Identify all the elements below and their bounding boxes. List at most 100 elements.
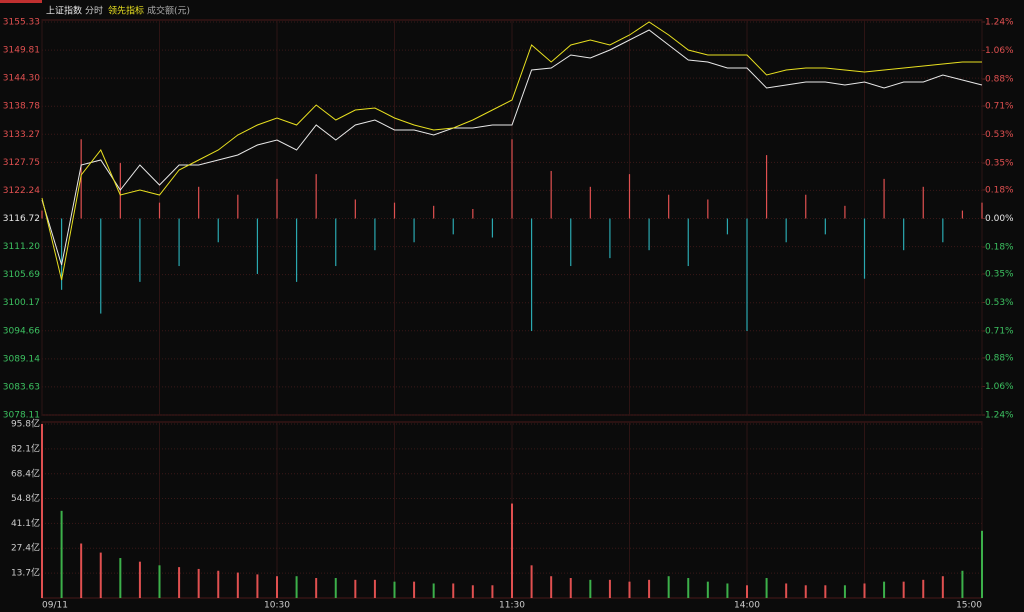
y2-tick-label: 0.35% [985,159,1014,169]
volume-bar [648,579,651,598]
y-tick-label: 27.4亿 [11,542,40,554]
diff-bar [178,218,180,267]
volume-bar [785,583,788,598]
volume-bar [863,583,866,598]
y-tick-label: 3155.33 [3,18,40,28]
series-line [41,29,983,266]
diff-bar [589,186,591,219]
y-tick-label: 13.7亿 [11,567,40,579]
diff-bar [452,218,454,235]
y2-tick-label: 0.35% [985,269,1014,279]
volume-bar [511,503,513,598]
y-tick-label: 3149.81 [3,46,40,56]
diff-bar [80,139,82,219]
diff-bar [295,218,298,282]
volume-bar [824,585,827,598]
volume-bar [961,570,964,598]
diff-bar [472,208,474,219]
volume-bar [354,579,357,598]
y-tick-label: 3111.20 [3,242,40,252]
diff-bar [217,218,219,243]
volume-bar [608,579,611,598]
x-tick-label: 15:00 [956,601,982,611]
volume-bar [804,585,807,598]
volume-bar [981,530,983,598]
diff-bar [198,186,200,219]
diff-bar [491,218,494,238]
y-tick-label: 54.8亿 [11,492,40,504]
volume-bar [550,576,553,598]
diff-bar [413,218,415,243]
volume-bar [197,568,200,598]
y2-tick-label: 1.06% [985,46,1014,56]
diff-bar [550,170,552,219]
diff-bar [276,178,278,219]
volume-bar [667,576,670,598]
diff-bar [100,218,102,314]
diff-bar [158,202,161,219]
volume-bar [178,567,181,598]
diff-bar [961,210,964,219]
volume-bar [471,585,474,598]
y2-tick-label: 0.88% [985,75,1014,85]
diff-bar [609,218,611,259]
volume-bar [315,578,318,598]
diff-bar [805,194,807,219]
y-tick-label: 3083.63 [3,382,40,392]
diff-bar [139,218,141,282]
volume-bar [941,576,944,598]
volume-bar [41,424,43,598]
y2-tick-label: 0.71% [985,101,1014,111]
diff-bar [648,218,650,251]
volume-bar [217,570,220,598]
mode-label: 分时 [85,5,103,17]
volume-bar [765,578,768,598]
volume-bar [491,585,494,598]
y-tick-label: 3144.30 [3,74,40,84]
diff-bar [511,139,513,219]
diff-bar [41,210,43,219]
volume-bar [706,581,709,598]
volume-bar [256,574,259,598]
volume-bar [236,572,239,598]
y2-tick-label: 0.53% [985,298,1014,308]
y-tick-label: 95.8亿 [11,418,40,430]
diff-bar [256,218,259,274]
diff-bar [237,194,239,219]
diff-bar [785,218,787,243]
diff-bar [668,194,670,219]
volume-bar [843,585,846,598]
y2-tick-label: 0.71% [985,327,1014,337]
y-tick-label: 41.1亿 [11,517,40,529]
y-tick-label: 3133.27 [3,130,40,140]
volume-bar [452,583,455,598]
diff-bar [863,218,866,279]
volume-bar [746,585,748,598]
y2-tick-label: 1.06% [985,382,1014,392]
diff-bar [726,218,729,235]
diff-bar [981,202,983,219]
y-tick-label: 3122.24 [3,186,40,196]
y-tick-label: 3127.75 [3,158,40,168]
diff-bar [746,218,748,332]
volume-bar [138,561,141,598]
diff-bar [570,218,572,267]
y-tick-label: 3100.17 [3,298,40,308]
series-line [41,21,982,281]
y2-tick-label: 1.24% [985,411,1014,421]
volume-bar [60,510,63,598]
y-tick-label: 3094.66 [3,326,40,336]
diff-bar [903,218,905,251]
y2-tick-label: 0.53% [985,130,1014,140]
y2-tick-label: 0.18% [985,185,1014,195]
volume-bar [687,578,690,598]
x-tick-label: 09/11 [42,601,68,611]
series-name: 上证指数 [46,5,82,17]
diff-bar [393,202,396,219]
diff-bar [354,199,356,219]
volume-bar [334,578,337,598]
diff-bar [707,199,709,219]
y-tick-label: 82.1亿 [11,442,40,454]
y2-tick-label: 0.18% [985,243,1014,253]
